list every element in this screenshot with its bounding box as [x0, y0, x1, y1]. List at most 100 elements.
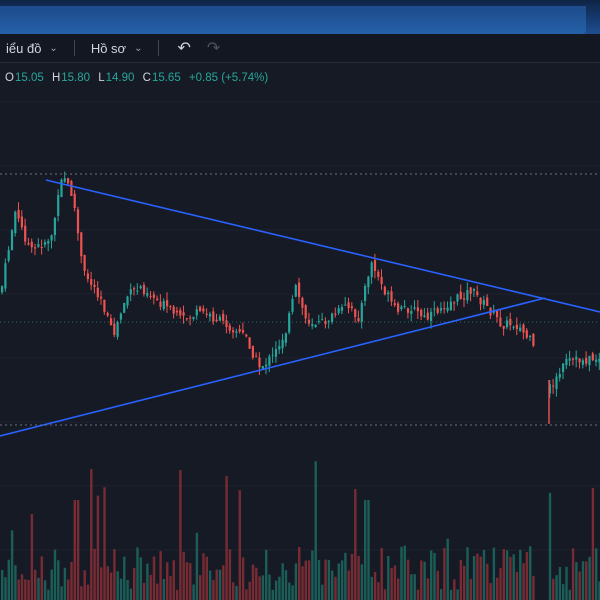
candle-body — [192, 316, 195, 319]
candle-body — [50, 235, 53, 241]
volume-bar — [324, 559, 327, 600]
candle-body — [116, 322, 119, 337]
volume-bar — [555, 575, 558, 600]
volume-bar — [202, 553, 205, 600]
volume-bar — [595, 548, 598, 600]
candle-body — [588, 355, 591, 365]
close-value: 15.65 — [151, 72, 181, 84]
volume-bar — [50, 569, 53, 600]
candle-body — [232, 330, 235, 333]
volume-bar — [502, 549, 505, 600]
candle-body — [37, 244, 40, 247]
volume-bar — [47, 589, 50, 600]
candle-body — [331, 313, 334, 322]
volume-bar — [57, 560, 60, 600]
volume-bar — [245, 589, 248, 600]
volume-bar — [439, 589, 443, 600]
volume-bar — [43, 580, 47, 600]
volume-bar — [96, 495, 100, 600]
volume-bar — [53, 549, 57, 600]
candle-body — [370, 262, 373, 278]
candle-body — [393, 303, 396, 306]
price-chart-canvas[interactable] — [0, 62, 600, 600]
volume-bar — [70, 561, 73, 600]
volume-bar — [505, 550, 509, 600]
candle-body — [80, 232, 83, 257]
volume-bar — [14, 565, 17, 600]
volume-bar — [426, 578, 430, 600]
chart-menu-button[interactable]: iểu đồ ⌄ — [0, 34, 64, 62]
volume-bar — [225, 476, 228, 600]
volume-bar — [350, 553, 354, 600]
candle-body — [40, 246, 43, 248]
volume-bar — [1, 570, 4, 600]
candle-body — [34, 247, 37, 249]
candle-body — [515, 324, 518, 330]
volume-bar — [212, 579, 215, 600]
candle-body — [278, 346, 281, 350]
volume-bar — [387, 555, 390, 600]
candle-body — [47, 240, 50, 244]
candle-body — [472, 289, 476, 291]
title-bar-highlight — [0, 6, 586, 34]
volume-bar — [304, 560, 307, 600]
undo-icon[interactable]: ↶ — [177, 40, 191, 57]
volume-bar — [136, 547, 139, 600]
candle-body — [575, 356, 578, 360]
chart-menu-label: iểu đồ — [6, 40, 42, 56]
candle-body — [53, 217, 56, 236]
volume-bar — [298, 547, 301, 600]
candle-body — [476, 291, 479, 296]
volume-bar — [456, 589, 459, 600]
volume-bar — [142, 582, 146, 600]
candle-body — [17, 209, 20, 219]
volume-bar — [63, 567, 67, 600]
volume-bar — [10, 530, 14, 600]
candle-body — [416, 307, 419, 312]
candle-body — [202, 308, 205, 312]
candle-body — [502, 326, 505, 329]
volume-bar — [199, 575, 202, 600]
candle-body — [565, 359, 568, 366]
volume-bar — [93, 548, 96, 600]
volume-bar — [208, 570, 212, 600]
volume-bar — [423, 561, 426, 600]
redo-icon[interactable]: ↷ — [206, 40, 221, 57]
volume-bar — [340, 560, 344, 600]
candle-body — [486, 297, 489, 306]
volume-bar — [86, 584, 90, 600]
candle-body — [522, 324, 525, 333]
volume-bar — [377, 582, 380, 600]
candle-body — [420, 309, 423, 317]
candle-body — [558, 373, 561, 378]
volume-bar — [334, 576, 337, 600]
volume-bar — [472, 556, 476, 600]
resistance-trendline[interactable] — [45, 179, 600, 313]
support-trendline[interactable] — [0, 297, 546, 437]
candle-body — [347, 302, 350, 309]
volume-bar — [215, 569, 218, 600]
candle-body — [449, 301, 452, 311]
candle-body — [172, 306, 175, 314]
volume-bar — [370, 576, 373, 600]
candle-body — [212, 311, 215, 322]
candle-body — [205, 313, 208, 315]
candle-body — [555, 376, 558, 390]
candle-body — [284, 333, 287, 343]
candle-body — [294, 285, 297, 297]
volume-bar — [317, 560, 321, 600]
change-value: +0.85 (+5.74%) — [188, 72, 269, 84]
candle-body — [298, 282, 301, 298]
volume-bar — [393, 565, 397, 600]
candle-body — [529, 335, 532, 337]
open-label: O — [5, 72, 14, 84]
volume-bar — [344, 552, 347, 600]
candle-body — [179, 309, 182, 316]
candle-body — [255, 356, 258, 358]
volume-bar — [416, 589, 420, 600]
low-label: L — [98, 72, 105, 84]
volume-bar — [123, 556, 126, 600]
volume-bar — [241, 557, 245, 600]
candle-body — [123, 302, 126, 313]
profile-menu-button[interactable]: Hồ sơ ⌄ — [85, 34, 149, 62]
